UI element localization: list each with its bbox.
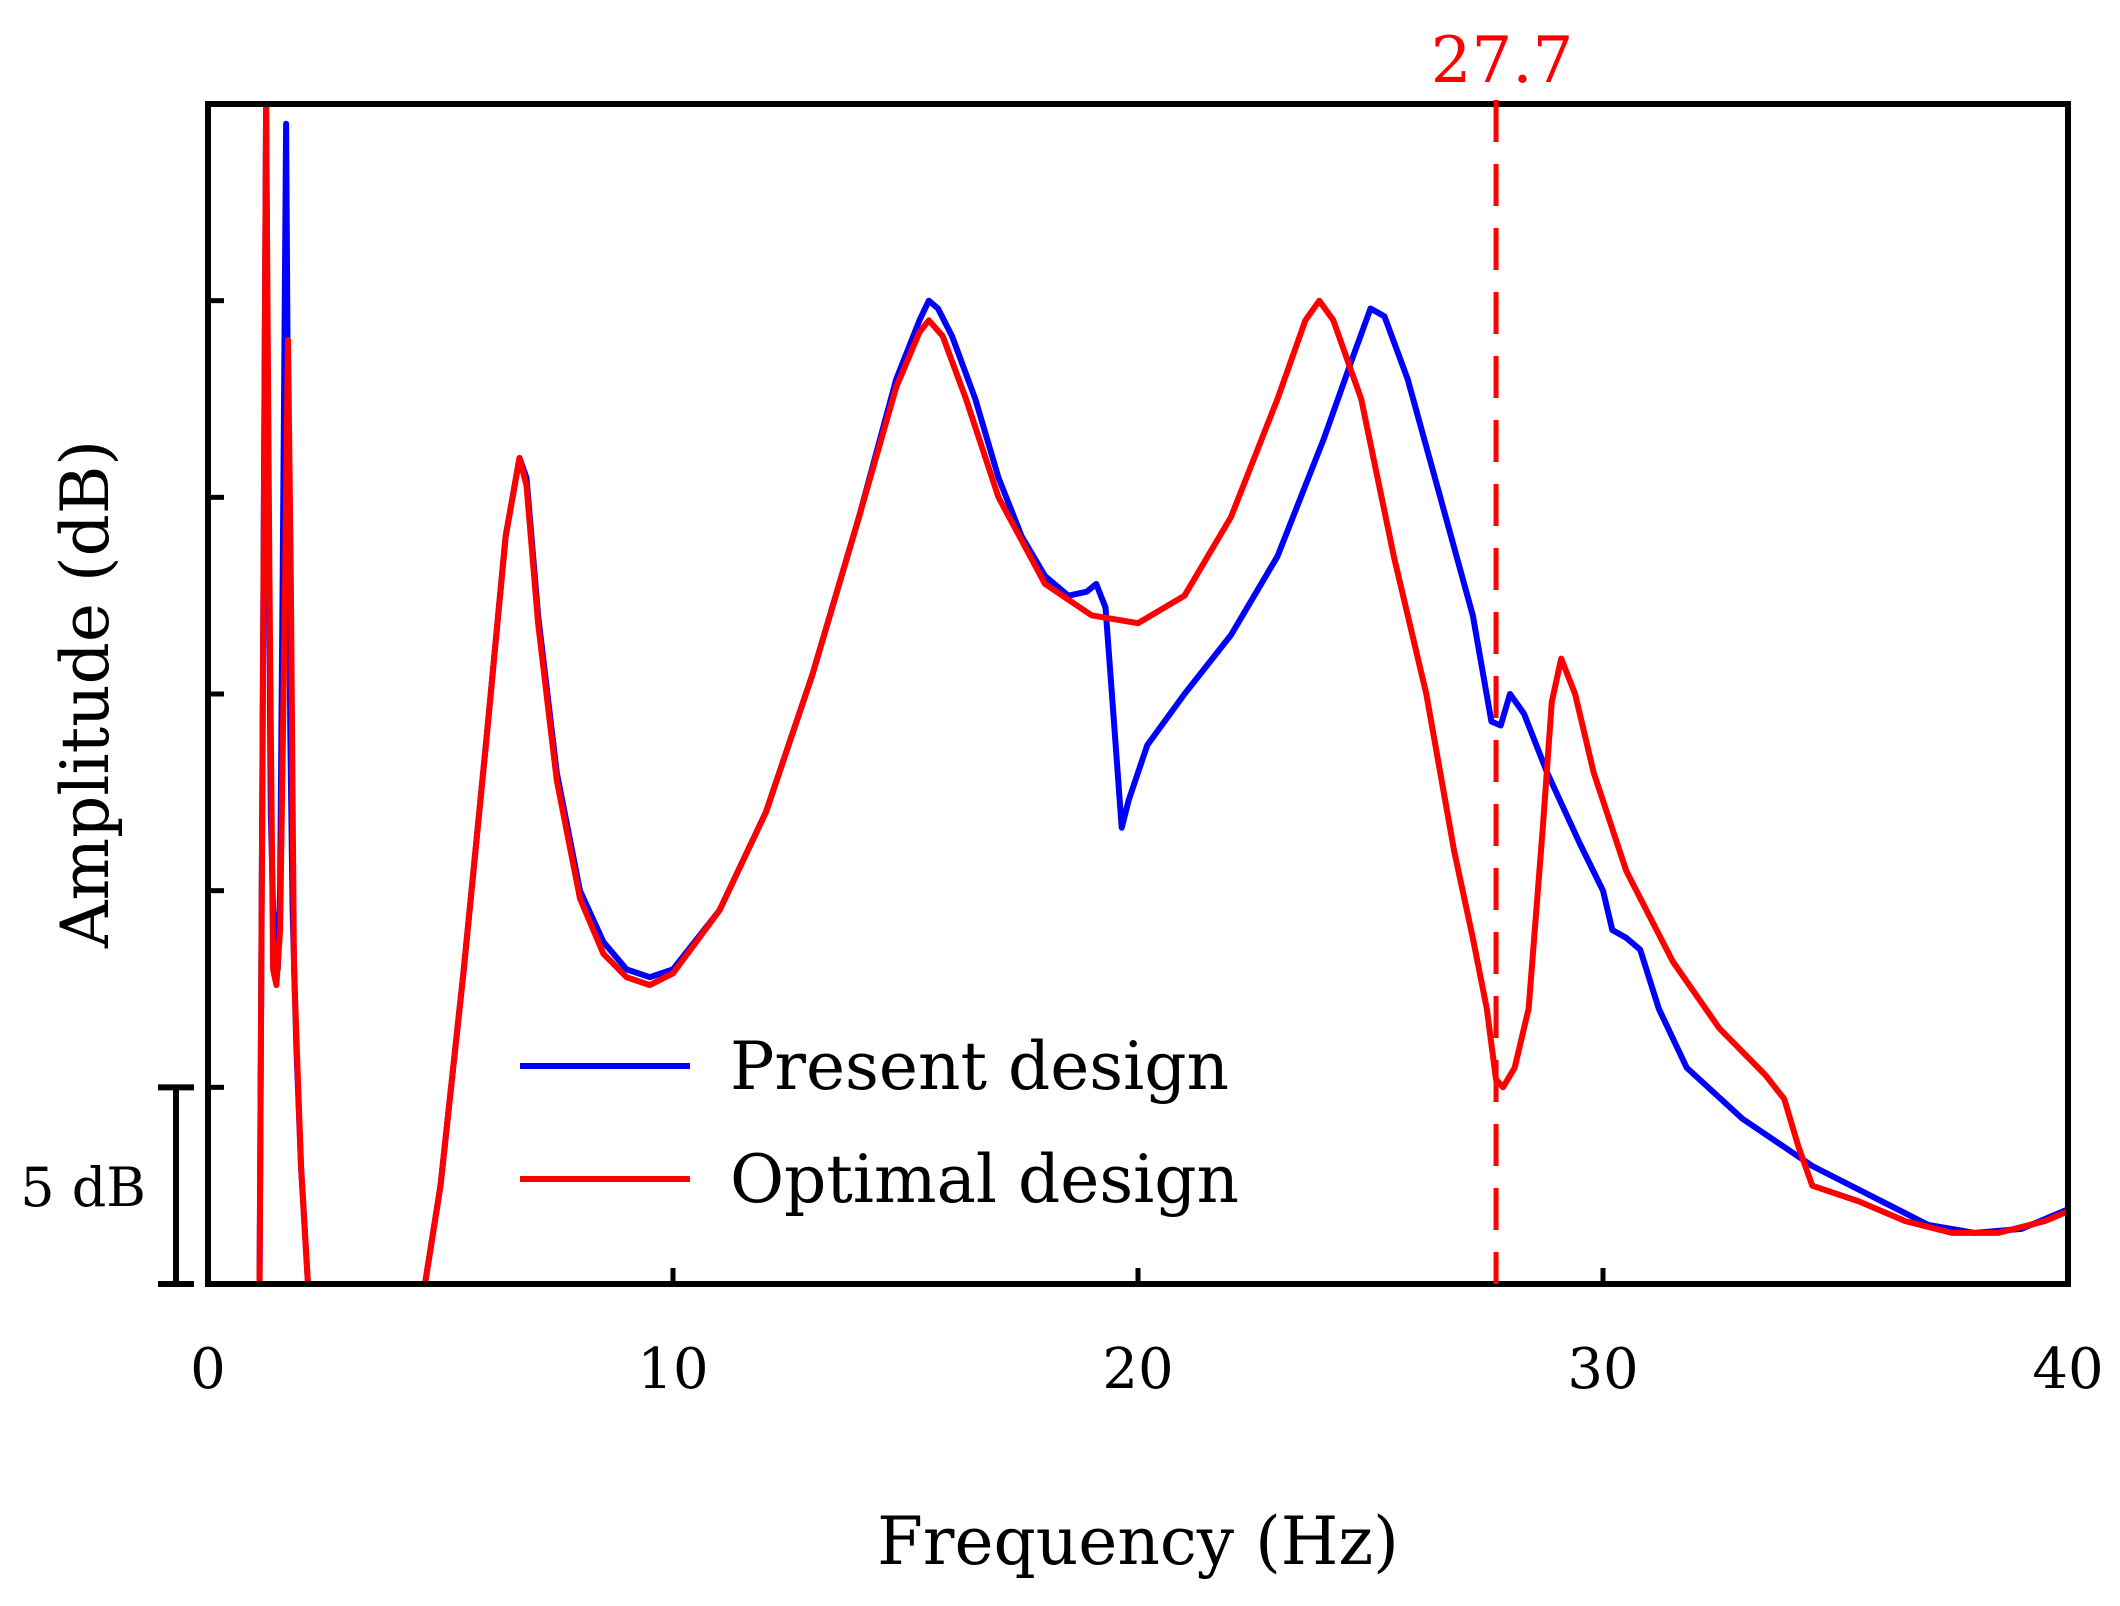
series-curves — [256, 104, 2068, 1284]
x-tick-label: 40 — [2032, 1337, 2103, 1402]
x-axis-ticks — [670, 1268, 1606, 1284]
x-tick-label: 0 — [190, 1337, 226, 1402]
scale-bar: 5 dB — [20, 1084, 194, 1287]
scale-bar-label: 5 dB — [20, 1156, 146, 1219]
marker-label: 27.7 — [1431, 24, 1574, 98]
series-line-optimal-design — [256, 104, 2068, 1284]
x-tick-label: 10 — [637, 1337, 708, 1402]
x-tick-label: 20 — [1102, 1337, 1173, 1402]
x-axis-tick-labels: 0 10 20 30 40 — [190, 1337, 2103, 1402]
legend: Present design Optimal design — [520, 1028, 1239, 1218]
frequency-marker: 27.7 — [1431, 24, 1574, 1284]
y-axis-title: Amplitude (dB) — [47, 440, 124, 949]
x-axis-title: Frequency (Hz) — [877, 1503, 1399, 1580]
y-axis-ticks — [208, 298, 224, 1090]
legend-label-present: Present design — [730, 1028, 1229, 1105]
legend-label-optimal: Optimal design — [730, 1141, 1239, 1218]
x-tick-label: 30 — [1567, 1337, 1638, 1402]
